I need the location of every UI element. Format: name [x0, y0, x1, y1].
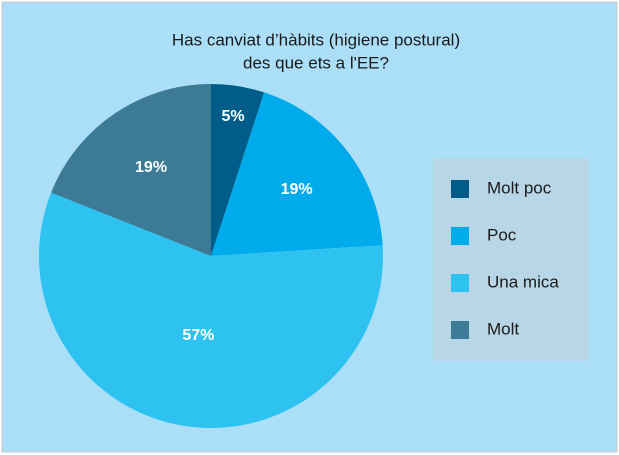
legend-label: Poc [487, 225, 517, 244]
pie-slice [211, 84, 265, 256]
legend-label: Molt poc [487, 178, 552, 197]
data-label: 57% [182, 327, 214, 344]
data-label: 19% [135, 159, 167, 176]
legend-swatch [451, 274, 469, 292]
pie-slice [211, 92, 383, 257]
chart-title: des que ets a l'EE? [243, 53, 389, 72]
legend-label: Molt [487, 319, 519, 338]
data-label: 5% [222, 108, 245, 125]
data-label: 19% [281, 181, 313, 198]
pie-slice [38, 192, 384, 429]
legend-swatch [451, 227, 469, 245]
legend-swatch [451, 321, 469, 339]
legend-label: Una mica [487, 272, 559, 291]
legend-swatch [451, 180, 469, 198]
pie-slice [51, 84, 211, 256]
chart-title: Has canviat d’hàbits (higiene postural) [172, 30, 460, 49]
